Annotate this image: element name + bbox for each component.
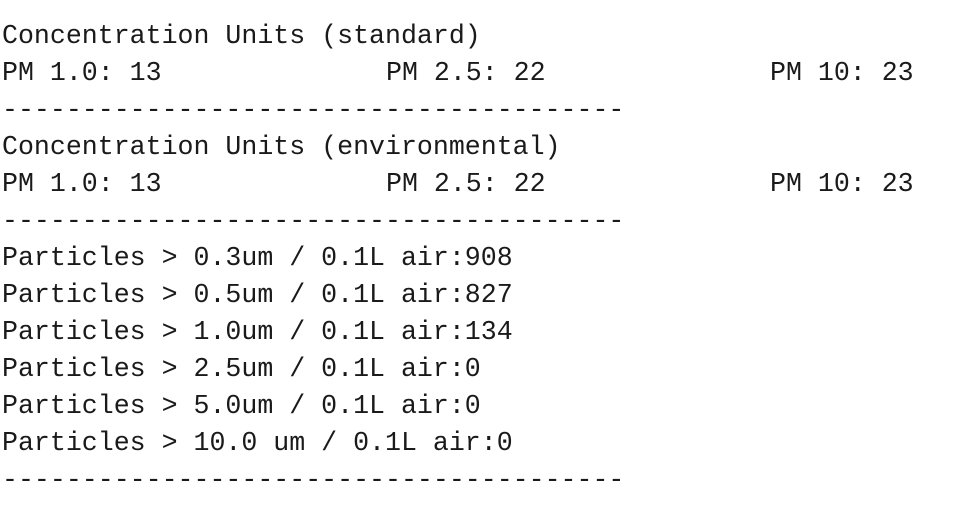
separator-line: ---------------------------------------: [2, 206, 625, 236]
environmental-units-heading: Concentration Units (environmental): [2, 132, 561, 162]
environmental-pm1-value: PM 1.0: 13: [2, 169, 162, 199]
particles-line-0-5um: Particles > 0.5um / 0.1L air:827: [2, 280, 513, 310]
particles-line-5-0um: Particles > 5.0um / 0.1L air:0: [2, 391, 481, 421]
particles-line-10-0um: Particles > 10.0 um / 0.1L air:0: [2, 428, 513, 458]
standard-pm10-value: PM 10: 23: [770, 58, 914, 88]
environmental-pm10-value: PM 10: 23: [770, 169, 914, 199]
separator-line: ---------------------------------------: [2, 95, 625, 125]
separator-line: ---------------------------------------: [2, 0, 624, 18]
environmental-pm25-value: PM 2.5: 22: [386, 169, 546, 199]
standard-pm25-value: PM 2.5: 22: [386, 58, 546, 88]
separator-line: ---------------------------------------: [2, 465, 625, 495]
particles-line-0-3um: Particles > 0.3um / 0.1L air:908: [2, 243, 513, 273]
particles-line-1-0um: Particles > 1.0um / 0.1L air:134: [2, 317, 513, 347]
terminal-output: --------------------------------------- …: [2, 0, 914, 499]
particles-line-2-5um: Particles > 2.5um / 0.1L air:0: [2, 354, 481, 384]
environmental-pm-row: PM 1.0: 13 PM 2.5: 22 PM 10: 23: [2, 166, 914, 203]
standard-pm1-value: PM 1.0: 13: [2, 58, 162, 88]
standard-units-heading: Concentration Units (standard): [2, 21, 481, 51]
standard-pm-row: PM 1.0: 13 PM 2.5: 22 PM 10: 23: [2, 55, 914, 92]
